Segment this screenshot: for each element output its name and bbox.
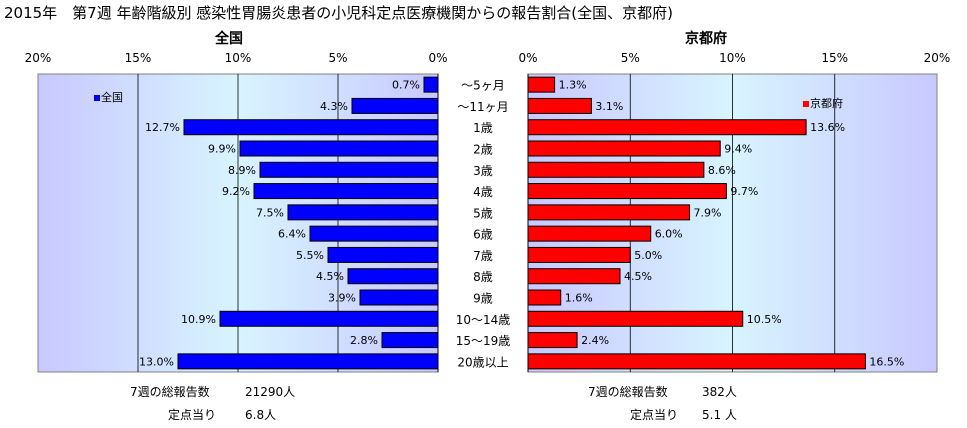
national-bar (259, 161, 439, 178)
national-tick-label: 20% (25, 51, 52, 65)
category-label: 5歳 (473, 206, 493, 220)
national-panel-title: 全国 (215, 31, 243, 47)
national-bar (183, 119, 439, 136)
national-total-label: 7週の総報告数 (130, 385, 210, 399)
age-distribution-chart: 20% 15% 10% 5% 0% 0.7% 4.3% 12.7% 9.9% 8.9% 9.2% 7.… (25, 51, 951, 373)
national-data-label: 10.9% (181, 313, 216, 326)
national-data-label: 2.8% (350, 334, 378, 347)
category-label: ～11ヶ月 (457, 100, 508, 114)
national-tick-label: 15% (125, 51, 152, 65)
kyoto-tick-label: 10% (719, 51, 746, 65)
kyoto-data-label: 9.7% (730, 185, 758, 198)
kyoto-tick-label: 5% (621, 51, 640, 65)
national-total-value: 21290人 (245, 385, 296, 399)
kyoto-per-value: 5.1 人 (702, 408, 737, 422)
kyoto-bar (527, 225, 652, 242)
kyoto-data-label: 7.9% (694, 206, 722, 219)
kyoto-bar (527, 76, 556, 93)
national-data-label: 12.7% (145, 121, 180, 134)
national-data-label: 9.2% (222, 185, 250, 198)
national-bar (327, 246, 439, 263)
category-label: ～5ヶ月 (461, 79, 505, 93)
kyoto-data-label: 16.5% (869, 355, 904, 368)
kyoto-data-label: 9.4% (724, 143, 752, 156)
national-tick-label: 5% (328, 51, 347, 65)
kyoto-bar (527, 246, 631, 263)
kyoto-data-label: 6.0% (655, 228, 683, 241)
kyoto-data-label: 2.4% (581, 334, 609, 347)
national-tick-label: 0% (428, 51, 447, 65)
national-data-label: 4.3% (320, 100, 348, 113)
national-tick-label: 10% (225, 51, 252, 65)
category-label: 7歳 (473, 249, 493, 263)
kyoto-legend-swatch (803, 101, 809, 107)
kyoto-bar (527, 289, 562, 306)
national-data-label: 0.7% (392, 79, 420, 92)
national-bar (239, 140, 439, 157)
national-data-label: 4.5% (316, 270, 344, 283)
kyoto-data-label: 1.3% (559, 79, 587, 92)
kyoto-plot: 0% 5% 10% 15% 20% 1.3% 3.1% 13.6% 9.4% 8.6% 9.7% 7.… (518, 51, 951, 373)
national-data-label: 13.0% (139, 355, 174, 368)
kyoto-tick-label: 0% (518, 51, 537, 65)
kyoto-data-label: 5.0% (634, 249, 662, 262)
national-legend-label: 全国 (101, 90, 123, 104)
national-data-label: 9.9% (208, 143, 236, 156)
category-label: 1歳 (473, 121, 493, 135)
kyoto-bar (527, 140, 721, 157)
category-label: 8歳 (473, 270, 493, 284)
kyoto-bar (527, 97, 592, 114)
national-bar (423, 76, 439, 93)
kyoto-bar (527, 183, 727, 200)
category-label: 6歳 (473, 228, 493, 242)
category-label: 20歳以上 (457, 355, 508, 369)
national-bar (253, 183, 439, 200)
national-bar (219, 310, 439, 327)
national-bar (351, 97, 439, 114)
national-data-label: 5.5% (296, 249, 324, 262)
national-plot: 20% 15% 10% 5% 0% 0.7% 4.3% 12.7% 9.9% 8.9% 9.2% 7.… (25, 51, 448, 373)
kyoto-data-label: 4.5% (624, 270, 652, 283)
kyoto-data-label: 10.5% (747, 313, 782, 326)
national-legend-swatch (94, 95, 100, 101)
kyoto-bar (527, 353, 866, 370)
kyoto-tick-label: 15% (821, 51, 848, 65)
kyoto-tick-label: 20% (924, 51, 951, 65)
kyoto-bar (527, 332, 578, 349)
category-label: 2歳 (473, 143, 493, 157)
national-per-label: 定点当り (168, 408, 217, 422)
chart-title: 2015年 第7週 年齢階級別 感染性胃腸炎患者の小児科定点医療機関からの報告割… (4, 4, 673, 22)
kyoto-per-label: 定点当り (630, 408, 679, 422)
category-label: 10～14歳 (456, 313, 511, 327)
kyoto-total-value: 382人 (702, 385, 737, 399)
kyoto-bar (527, 268, 621, 285)
national-bar (347, 268, 439, 285)
kyoto-data-label: 13.6% (810, 121, 845, 134)
category-label: 3歳 (473, 164, 493, 178)
national-bar (381, 332, 439, 349)
kyoto-legend-label: 京都府 (810, 96, 843, 110)
kyoto-bar (527, 204, 691, 221)
kyoto-bar (527, 161, 705, 178)
national-data-label: 7.5% (256, 206, 284, 219)
national-per-value: 6.8人 (245, 408, 277, 422)
national-data-label: 8.9% (228, 164, 256, 177)
kyoto-bar (527, 310, 744, 327)
kyoto-panel-title: 京都府 (685, 31, 727, 47)
category-axis: ～5ヶ月 ～11ヶ月 1歳 2歳 3歳 4歳 5歳 6歳 7歳 8歳 9歳 10～14歳 15～19歳 2… (456, 79, 511, 370)
kyoto-data-label: 1.6% (565, 292, 593, 305)
kyoto-total-label: 7週の総報告数 (588, 385, 668, 399)
national-bar (177, 353, 439, 370)
national-bar (359, 289, 439, 306)
kyoto-data-label: 8.6% (708, 164, 736, 177)
kyoto-bar (527, 119, 807, 136)
national-bar (287, 204, 439, 221)
national-data-label: 3.9% (328, 292, 356, 305)
category-label: 9歳 (473, 292, 493, 306)
national-data-label: 6.4% (278, 228, 306, 241)
category-label: 4歳 (473, 185, 493, 199)
category-label: 15～19歳 (456, 334, 511, 348)
national-bar (309, 225, 439, 242)
kyoto-data-label: 3.1% (595, 100, 623, 113)
